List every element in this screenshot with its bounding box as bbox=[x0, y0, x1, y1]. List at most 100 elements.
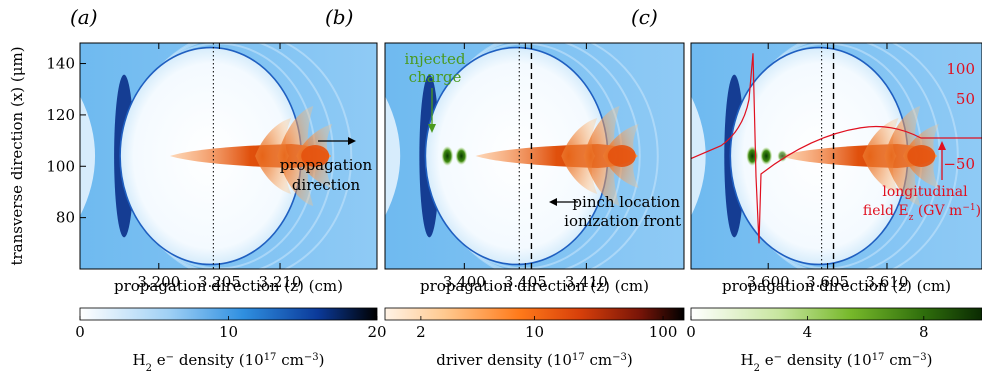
colorbar-title-part: e bbox=[760, 351, 774, 369]
colorbar-title: H2 e− density (1017 cm−3) bbox=[741, 351, 933, 374]
annotation-ionization: ionization front bbox=[564, 212, 681, 230]
annotation-pinch: pinch location bbox=[572, 193, 680, 211]
x-tick-label: 3.200 bbox=[137, 273, 180, 291]
colorbar-title: driver density (1017 cm−3) bbox=[436, 351, 632, 369]
driver-wing bbox=[255, 118, 292, 194]
colorbar-title-part: 17 bbox=[264, 352, 277, 363]
colorbar-title-part: driver density (10 bbox=[436, 351, 572, 369]
colorbar-title-part: density (10 bbox=[174, 351, 264, 369]
ez-label-part: (GV m bbox=[913, 203, 962, 219]
colorbar-title-part: −3 bbox=[304, 352, 319, 363]
colorbar-title-part: cm bbox=[884, 351, 911, 369]
plot-frame bbox=[79, 42, 378, 270]
injected-charge bbox=[441, 146, 454, 166]
x-axis-label: propagation direction (z) (cm) bbox=[722, 277, 951, 295]
plot-frame bbox=[384, 42, 685, 270]
x-tick-label: 3.605 bbox=[806, 273, 849, 291]
annotation-direction: direction bbox=[292, 176, 361, 194]
ez-label-part: field E bbox=[863, 203, 909, 219]
colorbar-title-part: H bbox=[133, 351, 146, 369]
ez-tick-label: −50 bbox=[943, 155, 975, 173]
colorbar-title-part: e bbox=[152, 351, 166, 369]
x-axis-label: propagation direction (z) (cm) bbox=[114, 277, 343, 295]
colorbar-title-part: ) bbox=[927, 351, 933, 369]
driver-head bbox=[607, 145, 636, 167]
propagation-arrowhead bbox=[348, 137, 356, 145]
ez-label-line1: longitudinal bbox=[882, 184, 968, 200]
panel-label: (a) bbox=[70, 5, 98, 29]
colorbar-tick-label: 100 bbox=[649, 323, 678, 341]
plot-frame bbox=[690, 42, 982, 270]
driver-wing bbox=[561, 118, 598, 194]
panel-label: (c) bbox=[631, 5, 658, 29]
colorbar-tick-label: 8 bbox=[919, 323, 929, 341]
colorbar-title-part: − bbox=[166, 352, 174, 363]
colorbar bbox=[690, 307, 982, 321]
y-tick-label: 100 bbox=[46, 157, 75, 175]
ez-label-line2: field Ez (GV m−1) bbox=[863, 203, 981, 223]
colorbar-tick-label: 20 bbox=[367, 323, 386, 341]
colorbar-title-part: 2 bbox=[754, 363, 760, 374]
colorbar-title-part: 2 bbox=[146, 363, 152, 374]
injected-charge bbox=[746, 146, 759, 166]
injected-charge bbox=[777, 150, 788, 162]
colorbar-title-part: H bbox=[741, 351, 754, 369]
driver-wing bbox=[583, 106, 620, 206]
y-tick-label: 140 bbox=[46, 55, 75, 73]
ez-label-part: ) bbox=[976, 203, 981, 219]
driver-wing bbox=[884, 106, 921, 206]
driver-head bbox=[907, 145, 936, 167]
x-tick-label: 3.205 bbox=[198, 273, 241, 291]
y-tick-label: 80 bbox=[56, 209, 75, 227]
injected-arrowhead bbox=[428, 124, 436, 133]
plot-area bbox=[691, 43, 982, 269]
ez-arrowhead bbox=[938, 141, 946, 150]
x-tick-label: 3.400 bbox=[443, 273, 486, 291]
x-axis-label: propagation direction (z) (cm) bbox=[420, 277, 649, 295]
colorbar-tick-label: 4 bbox=[803, 323, 813, 341]
driver-head bbox=[301, 145, 330, 167]
panel-label: (b) bbox=[325, 5, 353, 29]
colorbar-title-part: cm bbox=[276, 351, 303, 369]
driver-wing bbox=[862, 118, 899, 194]
colorbar-tick-label: 0 bbox=[686, 323, 696, 341]
colorbar-title-part: − bbox=[774, 352, 782, 363]
ez-field-line bbox=[691, 53, 982, 244]
left-wake bbox=[80, 96, 96, 216]
colorbar-tick-label: 0 bbox=[75, 323, 85, 341]
colorbar-title-part: −3 bbox=[912, 352, 927, 363]
pinch-arrowhead bbox=[549, 198, 557, 206]
colorbar-tick-label: 10 bbox=[525, 323, 544, 341]
colorbar-title-part: −3 bbox=[612, 352, 627, 363]
colorbar-tick-label: 10 bbox=[219, 323, 238, 341]
ez-label-part: −1 bbox=[962, 203, 975, 213]
x-tick-label: 3.600 bbox=[747, 273, 790, 291]
colorbar-title-part: density (10 bbox=[782, 351, 872, 369]
colorbar-title-part: cm bbox=[585, 351, 612, 369]
injected-charge bbox=[760, 147, 773, 165]
y-tick-label: 120 bbox=[46, 106, 75, 124]
annotation-charge: charge bbox=[409, 68, 462, 86]
plot-area bbox=[385, 43, 684, 269]
left-wake bbox=[385, 96, 401, 216]
injected-charge bbox=[455, 147, 468, 165]
plot-area bbox=[80, 43, 377, 269]
ez-label-part: z bbox=[909, 213, 914, 223]
x-tick-label: 3.410 bbox=[565, 273, 608, 291]
colorbar-title: H2 e− density (1017 cm−3) bbox=[133, 351, 325, 374]
colorbar-title-part: 17 bbox=[872, 352, 885, 363]
driver-wing bbox=[277, 106, 314, 206]
x-tick-label: 3.405 bbox=[504, 273, 547, 291]
y-axis-label: transverse direction (x) (μm) bbox=[8, 46, 26, 265]
x-tick-label: 3.610 bbox=[866, 273, 909, 291]
colorbar-title-part: 17 bbox=[572, 352, 585, 363]
annotation-propagation: propagation bbox=[280, 156, 373, 174]
ez-tick-label: 50 bbox=[956, 90, 975, 108]
colorbar-title-part: ) bbox=[319, 351, 325, 369]
annotation-injected: injected bbox=[405, 50, 466, 68]
ez-tick-label: 100 bbox=[946, 60, 975, 78]
